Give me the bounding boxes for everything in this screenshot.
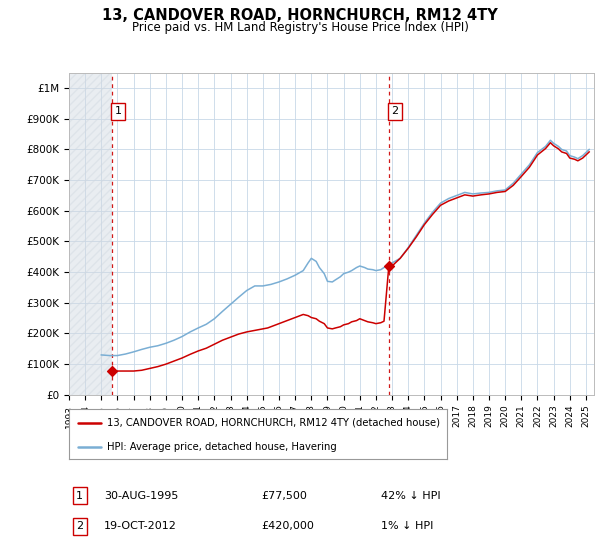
Text: 1: 1 [115,106,121,116]
Text: 2: 2 [391,106,398,116]
Text: HPI: Average price, detached house, Havering: HPI: Average price, detached house, Have… [107,442,337,451]
Text: £77,500: £77,500 [261,491,307,501]
Point [107,367,117,376]
Text: 19-OCT-2012: 19-OCT-2012 [104,521,176,531]
Text: 13, CANDOVER ROAD, HORNCHURCH, RM12 4TY (detached house): 13, CANDOVER ROAD, HORNCHURCH, RM12 4TY … [107,418,440,428]
Text: £420,000: £420,000 [261,521,314,531]
Point [384,262,394,270]
Text: 13, CANDOVER ROAD, HORNCHURCH, RM12 4TY: 13, CANDOVER ROAD, HORNCHURCH, RM12 4TY [102,8,498,24]
Text: 1% ↓ HPI: 1% ↓ HPI [381,521,433,531]
Text: Price paid vs. HM Land Registry's House Price Index (HPI): Price paid vs. HM Land Registry's House … [131,21,469,34]
Text: 2: 2 [76,521,83,531]
Text: 1: 1 [76,491,83,501]
Text: 30-AUG-1995: 30-AUG-1995 [104,491,178,501]
Text: 42% ↓ HPI: 42% ↓ HPI [381,491,440,501]
